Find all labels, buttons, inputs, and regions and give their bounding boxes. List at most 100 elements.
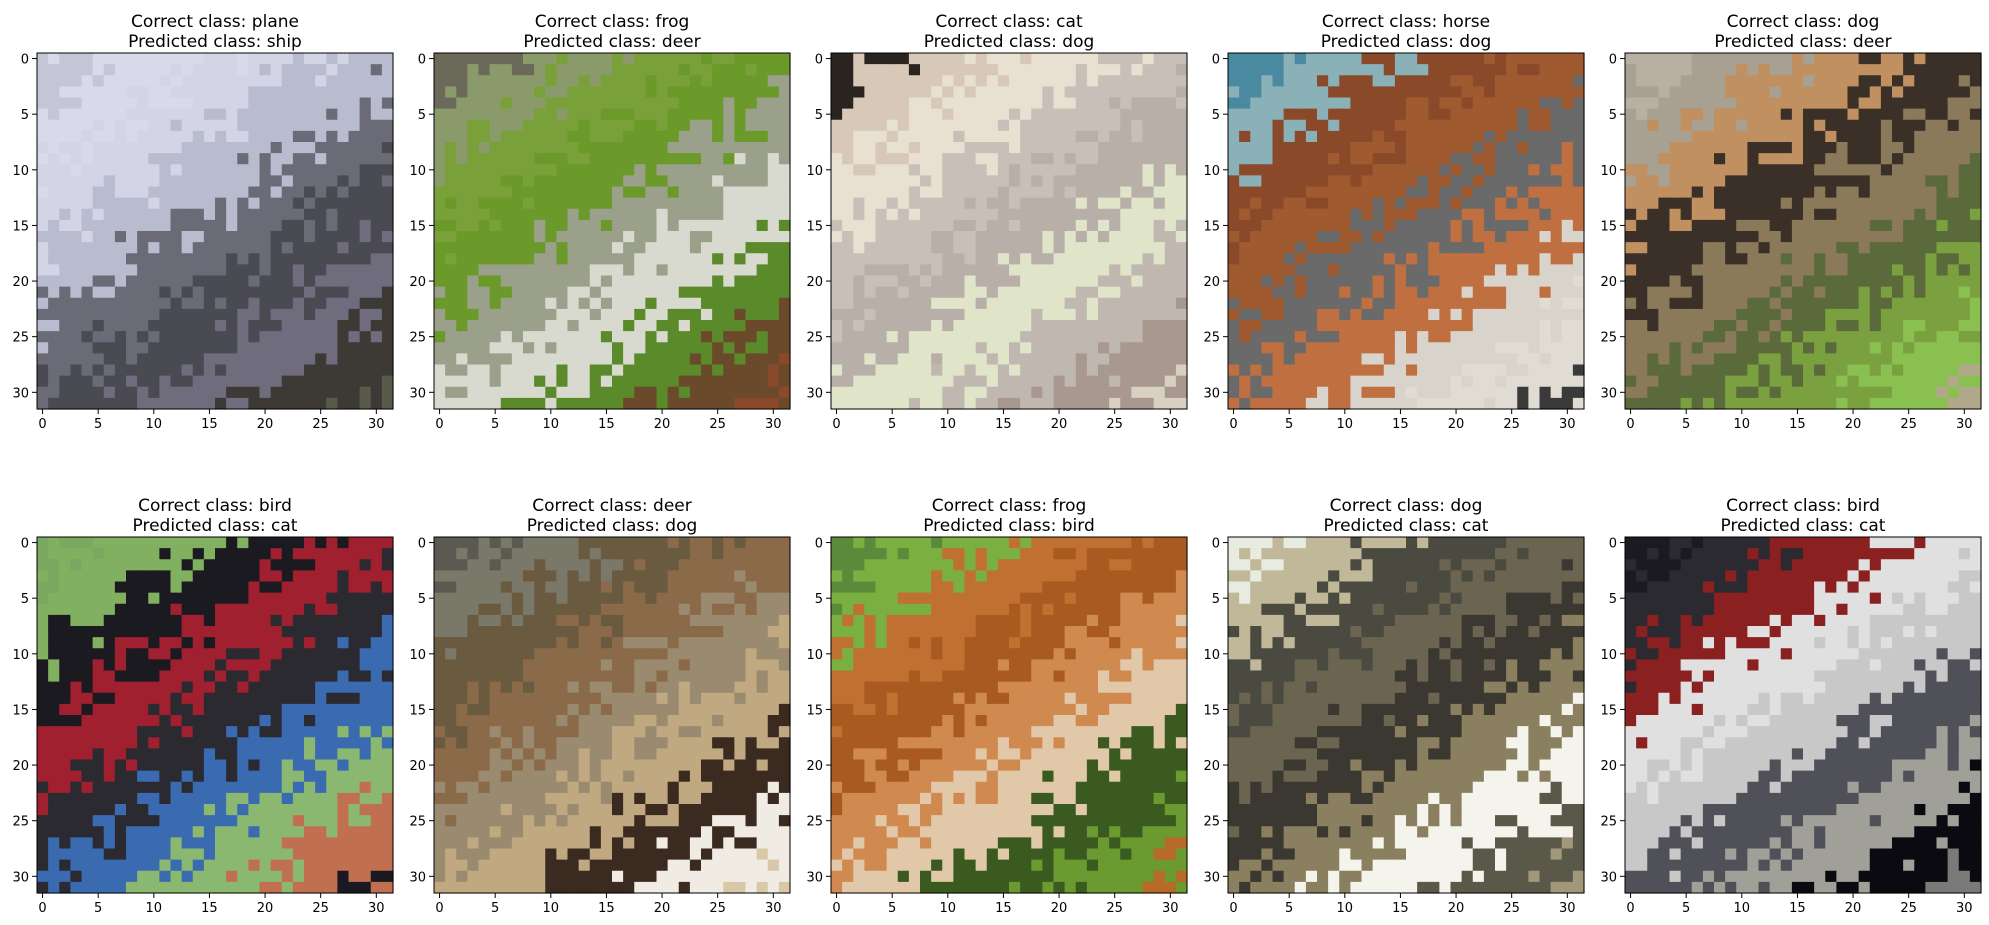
y-tick-label: 15 <box>1203 219 1220 234</box>
panel-title-predicted: Predicted class: dog <box>924 32 1095 52</box>
axes-frame <box>1227 52 1585 410</box>
x-tick-label: 20 <box>257 901 274 916</box>
y-tick-label: 10 <box>806 164 823 179</box>
panel-title-predicted: Predicted class: cat <box>1324 516 1489 536</box>
y-tick-label: 0 <box>1609 53 1617 68</box>
panel-title-predicted: Predicted class: deer <box>523 32 700 52</box>
x-tick-label: 30 <box>368 417 385 432</box>
y-tick-label: 20 <box>409 275 426 290</box>
y-tick-label: 30 <box>12 386 29 401</box>
x-tick-label: 0 <box>435 901 443 916</box>
x-tick-label: 5 <box>1682 901 1690 916</box>
x-tick-label: 0 <box>38 901 46 916</box>
y-tick-label: 20 <box>1600 275 1617 290</box>
y-tick-label: 10 <box>806 648 823 663</box>
x-tick-label: 30 <box>1162 901 1179 916</box>
x-tick-label: 5 <box>491 901 499 916</box>
panel-title-predicted: Predicted class: cat <box>133 516 298 536</box>
panel-title-correct: Correct class: dog <box>1330 496 1483 516</box>
y-tick-label: 20 <box>12 275 29 290</box>
panel-title-predicted: Predicted class: bird <box>923 516 1095 536</box>
x-tick-label: 20 <box>1845 417 1862 432</box>
x-tick-label: 0 <box>832 901 840 916</box>
y-tick-label: 0 <box>1609 537 1617 552</box>
axes-frame <box>36 52 394 410</box>
x-tick-label: 5 <box>94 901 102 916</box>
x-tick-label: 30 <box>1956 901 1973 916</box>
axes-frame <box>433 536 791 894</box>
x-tick-label: 5 <box>1682 417 1690 432</box>
x-tick-label: 0 <box>1229 417 1237 432</box>
y-tick-label: 25 <box>1600 815 1617 830</box>
pixel-image <box>1625 53 1982 410</box>
x-tick-label: 25 <box>312 901 329 916</box>
y-tick-label: 5 <box>815 108 823 123</box>
x-tick-label: 30 <box>765 417 782 432</box>
x-tick-label: 25 <box>312 417 329 432</box>
pixel-image <box>831 537 1188 894</box>
panel-title-correct: Correct class: plane <box>131 12 299 32</box>
x-tick-label: 5 <box>94 417 102 432</box>
y-tick-label: 25 <box>1203 815 1220 830</box>
x-tick-label: 25 <box>709 901 726 916</box>
panel-title-correct: Correct class: frog <box>535 12 690 32</box>
x-tick-label: 20 <box>1448 417 1465 432</box>
y-tick-label: 15 <box>1600 703 1617 718</box>
x-tick-label: 30 <box>765 901 782 916</box>
x-tick-label: 20 <box>654 417 671 432</box>
y-tick-label: 5 <box>418 108 426 123</box>
axes-frame <box>1227 536 1585 894</box>
pixel-image <box>1625 537 1982 894</box>
y-tick-label: 30 <box>1203 386 1220 401</box>
x-tick-label: 25 <box>1503 901 1520 916</box>
panel-title-correct: Correct class: horse <box>1322 12 1490 32</box>
panel-title-correct: Correct class: bird <box>1726 496 1880 516</box>
x-tick-label: 0 <box>1229 901 1237 916</box>
x-tick-label: 25 <box>1900 417 1917 432</box>
y-tick-label: 30 <box>806 870 823 885</box>
panel-title-correct: Correct class: cat <box>935 12 1083 32</box>
y-tick-label: 25 <box>1600 331 1617 346</box>
y-tick-label: 20 <box>1203 759 1220 774</box>
x-tick-label: 15 <box>598 901 615 916</box>
x-tick-label: 15 <box>1789 901 1806 916</box>
x-tick-label: 10 <box>543 901 560 916</box>
y-tick-label: 30 <box>409 386 426 401</box>
x-tick-label: 15 <box>1392 417 1409 432</box>
x-tick-label: 15 <box>995 417 1012 432</box>
panel-title-predicted: Predicted class: ship <box>128 32 302 52</box>
y-tick-label: 30 <box>806 386 823 401</box>
x-tick-label: 5 <box>888 417 896 432</box>
x-tick-label: 25 <box>1106 417 1123 432</box>
y-tick-label: 25 <box>409 815 426 830</box>
x-tick-label: 0 <box>435 417 443 432</box>
y-tick-label: 15 <box>409 219 426 234</box>
x-tick-label: 20 <box>1448 901 1465 916</box>
x-tick-label: 20 <box>1051 901 1068 916</box>
y-tick-label: 10 <box>1203 648 1220 663</box>
axes-frame <box>1624 52 1982 410</box>
pixel-image <box>37 537 394 894</box>
y-tick-label: 5 <box>418 592 426 607</box>
y-tick-label: 0 <box>1212 53 1220 68</box>
y-tick-label: 10 <box>409 648 426 663</box>
y-tick-label: 10 <box>12 648 29 663</box>
y-tick-label: 5 <box>21 108 29 123</box>
pixel-image <box>1228 53 1585 410</box>
y-tick-label: 15 <box>806 703 823 718</box>
x-tick-label: 15 <box>1392 901 1409 916</box>
x-tick-label: 15 <box>201 417 218 432</box>
y-tick-label: 0 <box>21 537 29 552</box>
x-tick-label: 15 <box>995 901 1012 916</box>
y-tick-label: 5 <box>21 592 29 607</box>
y-tick-label: 30 <box>1600 870 1617 885</box>
y-tick-label: 5 <box>1609 592 1617 607</box>
x-tick-label: 0 <box>38 417 46 432</box>
x-tick-label: 10 <box>1734 417 1751 432</box>
y-tick-label: 10 <box>1203 164 1220 179</box>
